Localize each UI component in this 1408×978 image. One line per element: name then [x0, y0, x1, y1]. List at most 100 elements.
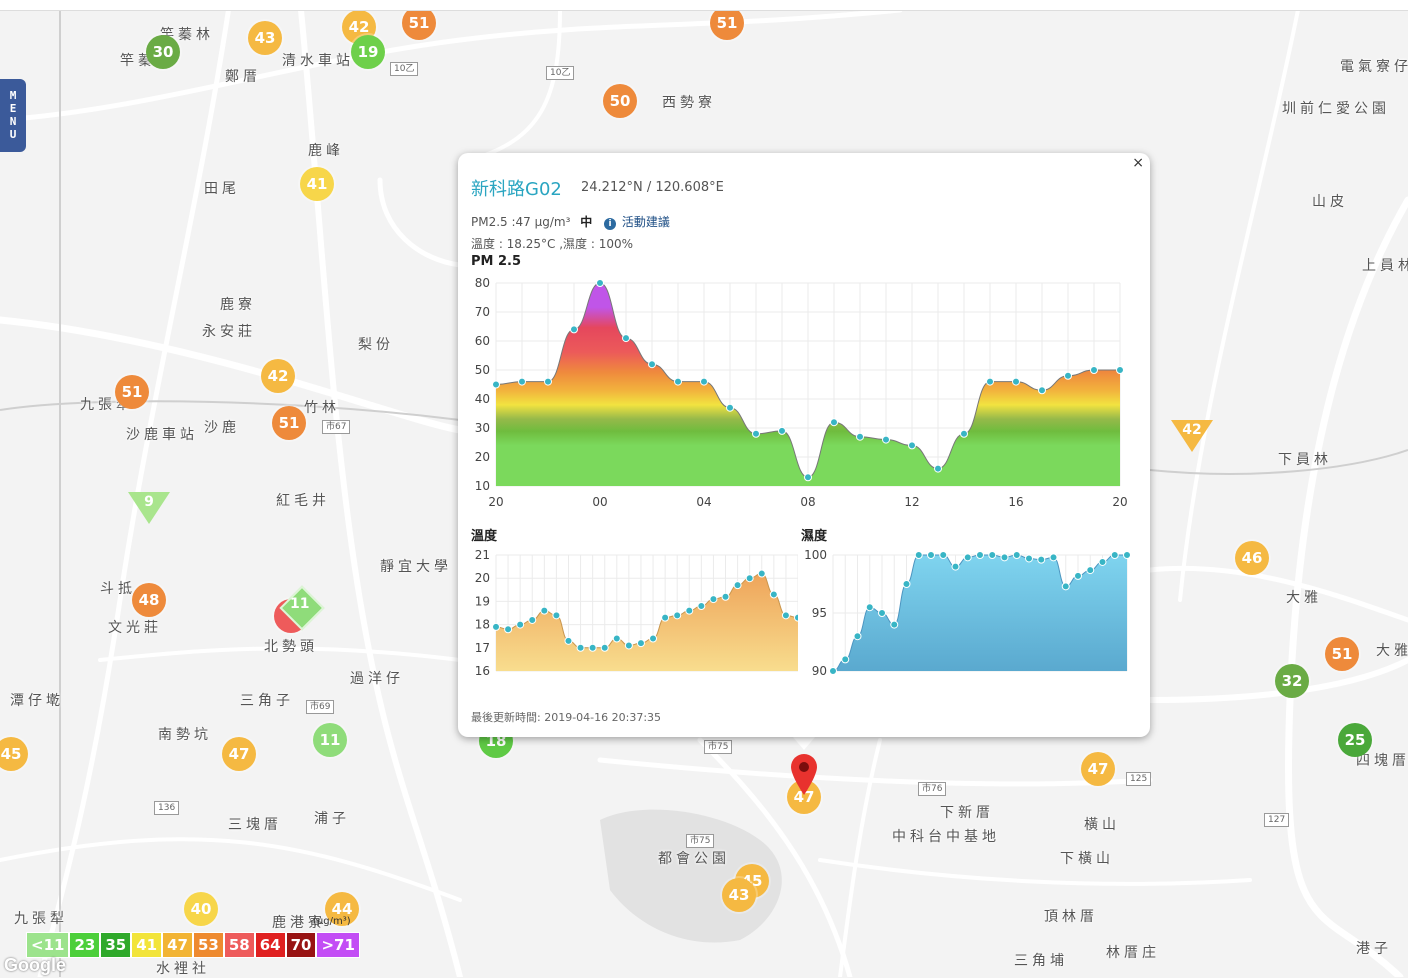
- menu-letter: N: [9, 115, 17, 128]
- station-marker[interactable]: 43: [248, 21, 282, 55]
- legend-cell: >71: [316, 932, 360, 958]
- y-tick-label: 90: [812, 664, 827, 678]
- station-marker[interactable]: 46: [1235, 541, 1269, 575]
- y-tick-label: 100: [804, 548, 827, 562]
- station-marker[interactable]: 11: [313, 723, 347, 757]
- data-point: [673, 611, 682, 620]
- place-label: 電氣寮仔: [1340, 59, 1408, 75]
- station-marker[interactable]: 19: [351, 35, 385, 69]
- place-label: 頂林厝: [1044, 909, 1098, 925]
- data-point: [1049, 553, 1058, 562]
- station-marker[interactable]: 51: [272, 406, 306, 440]
- station-marker[interactable]: 44: [325, 892, 359, 926]
- place-label: 清水車站: [282, 53, 354, 69]
- data-point: [890, 620, 899, 629]
- data-point: [733, 581, 742, 590]
- data-point: [856, 432, 864, 441]
- station-marker[interactable]: 30: [146, 35, 180, 69]
- data-point: [648, 360, 656, 369]
- place-label: 鄭厝: [225, 69, 261, 85]
- place-label: 中科台中基地: [892, 829, 1000, 845]
- station-marker[interactable]: 50: [603, 84, 637, 118]
- data-point: [1012, 551, 1021, 559]
- place-label: 港子: [1356, 941, 1392, 957]
- data-point: [1012, 377, 1020, 386]
- menu-letter: M: [9, 89, 17, 102]
- station-marker[interactable]: 47: [1081, 752, 1115, 786]
- data-point: [1090, 366, 1098, 374]
- data-point: [804, 473, 812, 482]
- data-point: [976, 551, 984, 559]
- info-icon[interactable]: i: [604, 218, 617, 230]
- data-point: [622, 334, 630, 343]
- data-point: [624, 641, 633, 650]
- data-point: [830, 418, 838, 427]
- road-number-label: 136: [154, 801, 180, 815]
- station-marker[interactable]: 43: [722, 878, 756, 912]
- data-point: [752, 429, 760, 438]
- pm25-level: 中: [580, 215, 593, 229]
- place-label: 大雅: [1286, 590, 1322, 606]
- y-tick-label: 60: [475, 334, 490, 348]
- data-point: [1110, 551, 1119, 559]
- station-marker[interactable]: 51: [1325, 637, 1359, 671]
- activity-advice-link[interactable]: 活動建議: [621, 215, 670, 229]
- data-point: [1064, 371, 1072, 380]
- x-tick-label: 04: [696, 495, 711, 509]
- y-tick-label: 19: [475, 594, 490, 608]
- top-bar: [0, 0, 1408, 11]
- x-tick-label: 12: [904, 495, 919, 509]
- place-label: 三角埔: [1014, 953, 1068, 969]
- data-point: [757, 569, 766, 578]
- road-number-label: 市69: [306, 700, 335, 714]
- data-point: [661, 613, 670, 622]
- data-point: [576, 643, 585, 652]
- menu-letter: U: [9, 128, 17, 141]
- station-coordinates: 24.212°N / 120.608°E: [581, 180, 724, 195]
- y-tick-label: 20: [475, 450, 490, 464]
- station-marker[interactable]: 51: [115, 375, 149, 409]
- station-marker[interactable]: 40: [184, 892, 218, 926]
- pm25-reading: PM2.5 :47 μg/m³ 中 i 活動建議: [471, 213, 670, 230]
- data-point: [939, 551, 948, 559]
- menu-letter: E: [9, 102, 17, 115]
- station-marker[interactable]: 48: [132, 583, 166, 617]
- data-point: [636, 639, 645, 648]
- place-label: 都會公園: [658, 851, 730, 867]
- data-point: [1038, 386, 1046, 395]
- close-icon[interactable]: ×: [1132, 155, 1144, 171]
- place-label: 南勢坑: [158, 727, 212, 743]
- place-label: 鹿峰: [308, 143, 344, 159]
- y-tick-label: 80: [475, 276, 490, 290]
- station-marker[interactable]: 32: [1275, 664, 1309, 698]
- station-marker-triangle[interactable]: 42: [1171, 420, 1213, 452]
- place-label: 浦子: [314, 811, 350, 827]
- legend-cell: 70: [285, 932, 317, 958]
- data-point: [552, 611, 561, 620]
- selected-location-pin-icon[interactable]: [789, 752, 819, 800]
- station-marker-triangle[interactable]: 9: [128, 492, 170, 524]
- data-point: [726, 403, 734, 412]
- data-point: [902, 580, 911, 588]
- station-marker[interactable]: 42: [261, 359, 295, 393]
- data-point: [960, 429, 968, 438]
- data-point: [794, 613, 798, 622]
- station-marker[interactable]: 47: [222, 737, 256, 771]
- data-point: [516, 620, 525, 629]
- x-tick-label: 08: [800, 495, 815, 509]
- station-marker[interactable]: 51: [710, 6, 744, 40]
- station-marker[interactable]: 45: [0, 737, 28, 771]
- legend-cell: 53: [192, 932, 224, 958]
- data-point: [1074, 571, 1082, 580]
- station-marker[interactable]: 41: [300, 167, 334, 201]
- station-marker[interactable]: 25: [1338, 723, 1372, 757]
- data-point: [570, 325, 578, 334]
- place-label: 田尾: [204, 181, 240, 197]
- station-marker[interactable]: 51: [402, 6, 436, 40]
- place-label: 水裡社: [156, 961, 210, 977]
- last-update-time: 最後更新時間: 2019-04-16 20:37:35: [471, 711, 662, 724]
- y-tick-label: 16: [475, 664, 490, 678]
- data-point: [1116, 366, 1124, 374]
